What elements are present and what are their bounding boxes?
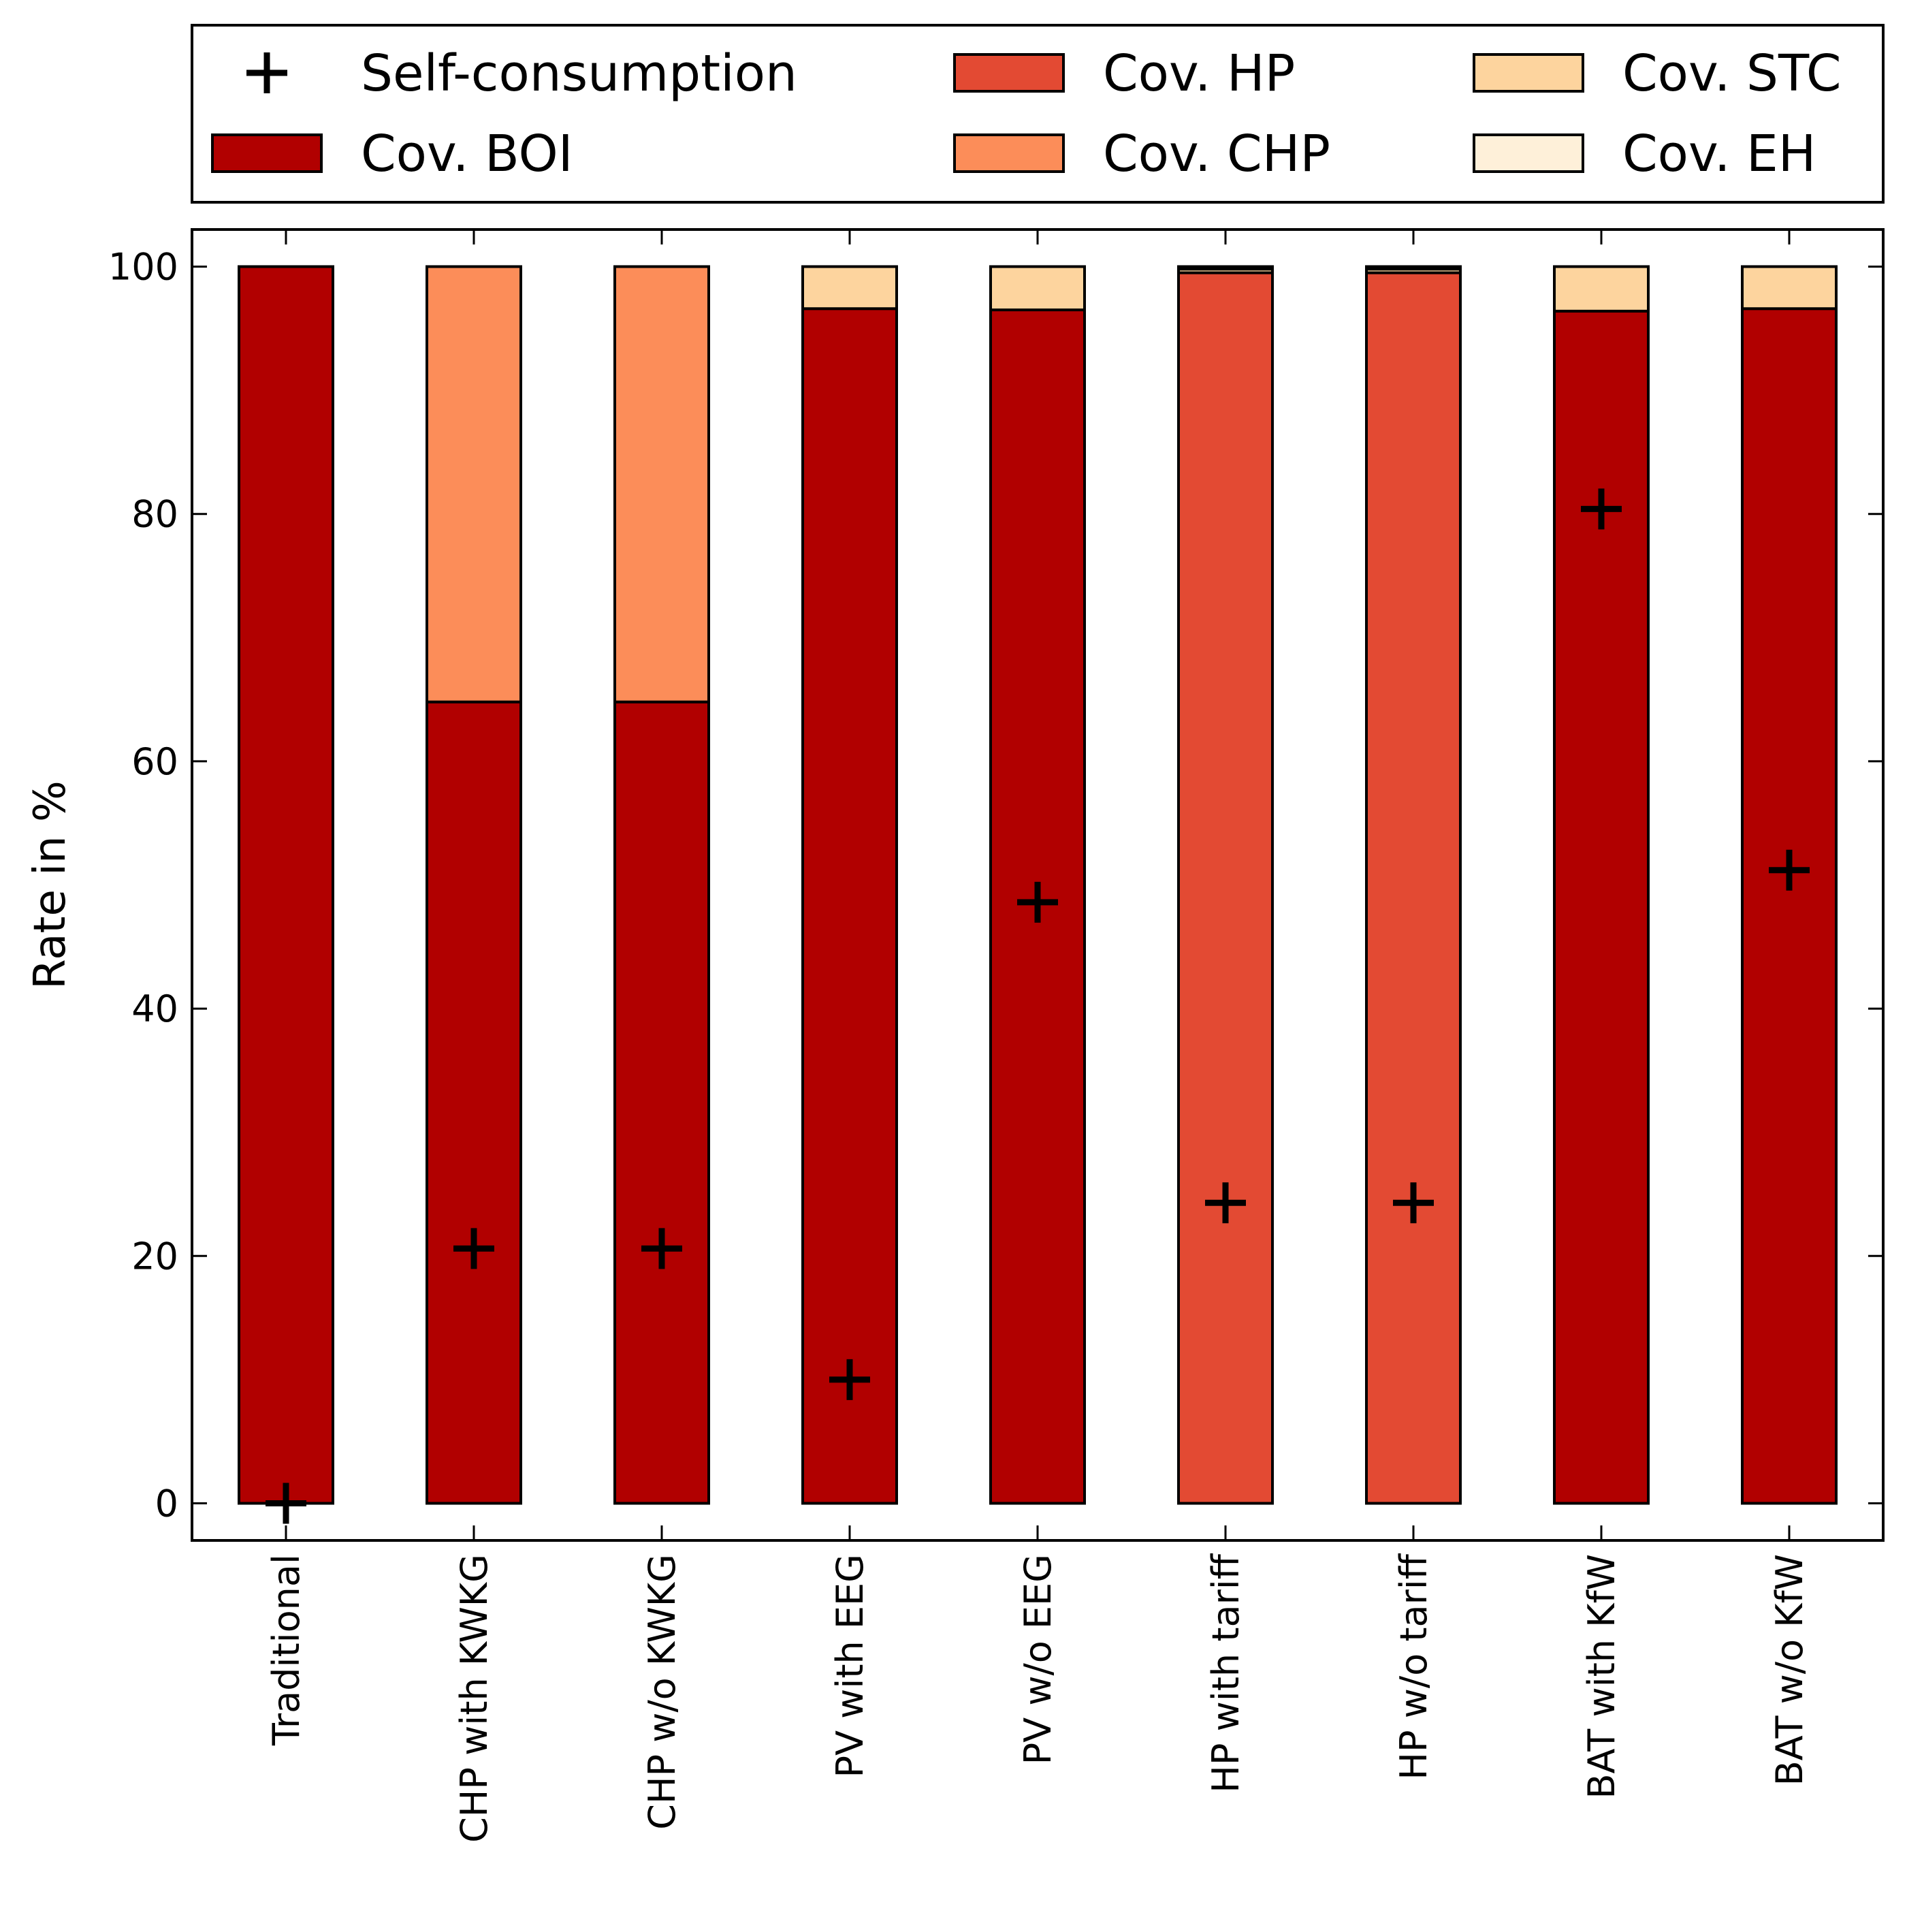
x-tick-label: BAT with KfW [1580,1554,1623,1799]
bar-cov-stc-pv-w-o-eeg [989,265,1086,312]
y-tick-label: 20 [131,1235,178,1278]
bar-cov-hp-hp-w-o-tariff [1365,271,1462,1505]
legend-label: Cov. CHP [1103,125,1330,183]
x-tick-label: HP w/o tariff [1392,1553,1435,1779]
bar-cov-boi-bat-w-o-kfw [1741,307,1838,1505]
legend-swatch [953,53,1065,93]
legend-entry-cov-eh: Cov. EH [1473,125,1816,183]
legend: Self-consumption Cov. BOI Cov. HP Cov. CHP C… [191,24,1885,204]
legend-entry-self-consumption: Self-consumption [246,44,797,103]
y-tick-label: 100 [108,245,178,288]
legend-swatch [1473,133,1584,173]
bar-cov-chp-chp-with-kwkg [426,265,522,703]
marker-self-consumption-pv-w-o-eeg [1017,881,1058,923]
x-tick-label: PV w/o EEG [1016,1554,1059,1764]
marker-self-consumption-pv-with-eeg [829,1359,870,1400]
bar-cov-eh-hp-with-tariff [1177,265,1274,271]
legend-label: Self-consumption [361,44,797,103]
legend-label: Cov. BOI [361,125,573,183]
legend-entry-cov-hp: Cov. HP [953,44,1295,103]
marker-self-consumption-bat-with-kfw [1581,488,1622,530]
bar-cov-eh-hp-w-o-tariff [1365,265,1462,271]
marker-self-consumption-chp-with-kwkg [453,1228,494,1269]
bar-cov-boi-traditional [238,265,334,1505]
y-tick-label: 60 [131,740,178,783]
bar-cov-chp-chp-w-o-kwkg [613,265,710,703]
bar-cov-boi-chp-w-o-kwkg [613,700,710,1505]
bar-cov-hp-hp-with-tariff [1177,271,1274,1505]
axis-ticks: 0 20 40 60 80 100 Traditional CHP with KWKG CHP … [108,229,1883,1843]
legend-swatch [1473,53,1584,93]
legend-entry-cov-chp: Cov. CHP [953,125,1330,183]
legend-entry-cov-boi: Cov. BOI [211,125,573,183]
legend-entry-cov-stc: Cov. STC [1473,44,1842,103]
y-tick-label: 0 [155,1483,178,1525]
bar-cov-stc-pv-with-eeg [801,265,898,311]
y-tick-label: 40 [131,987,178,1030]
marker-self-consumption-traditional [266,1483,306,1524]
legend-swatch [953,133,1065,173]
legend-label: Cov. STC [1622,44,1842,103]
bar-cov-stc-bat-w-o-kfw [1741,265,1838,311]
x-tick-label: Traditional [265,1554,308,1746]
bar-cov-stc-bat-with-kfw [1553,265,1650,313]
plot-area [191,228,1885,1542]
marker-self-consumption-hp-w-o-tariff [1393,1182,1434,1224]
marker-self-consumption-hp-with-tariff [1205,1182,1246,1224]
x-tick-label: PV with EEG [829,1554,871,1777]
marker-self-consumption-chp-w-o-kwkg [641,1228,682,1269]
x-tick-label: BAT w/o KfW [1768,1554,1811,1786]
x-tick-label: CHP w/o KWKG [641,1554,684,1830]
marker-self-consumption-bat-w-o-kfw [1769,849,1810,891]
bar-cov-boi-pv-with-eeg [801,307,898,1505]
x-tick-label: CHP with KWKG [453,1554,496,1843]
y-tick-label: 80 [131,493,178,536]
bar-cov-boi-chp-with-kwkg [426,700,522,1505]
y-axis-label: Rate in % [25,780,76,989]
x-tick-label: HP with tariff [1204,1553,1247,1793]
legend-swatch [211,133,323,173]
legend-label: Cov. EH [1622,125,1816,183]
legend-label: Cov. HP [1103,44,1295,103]
